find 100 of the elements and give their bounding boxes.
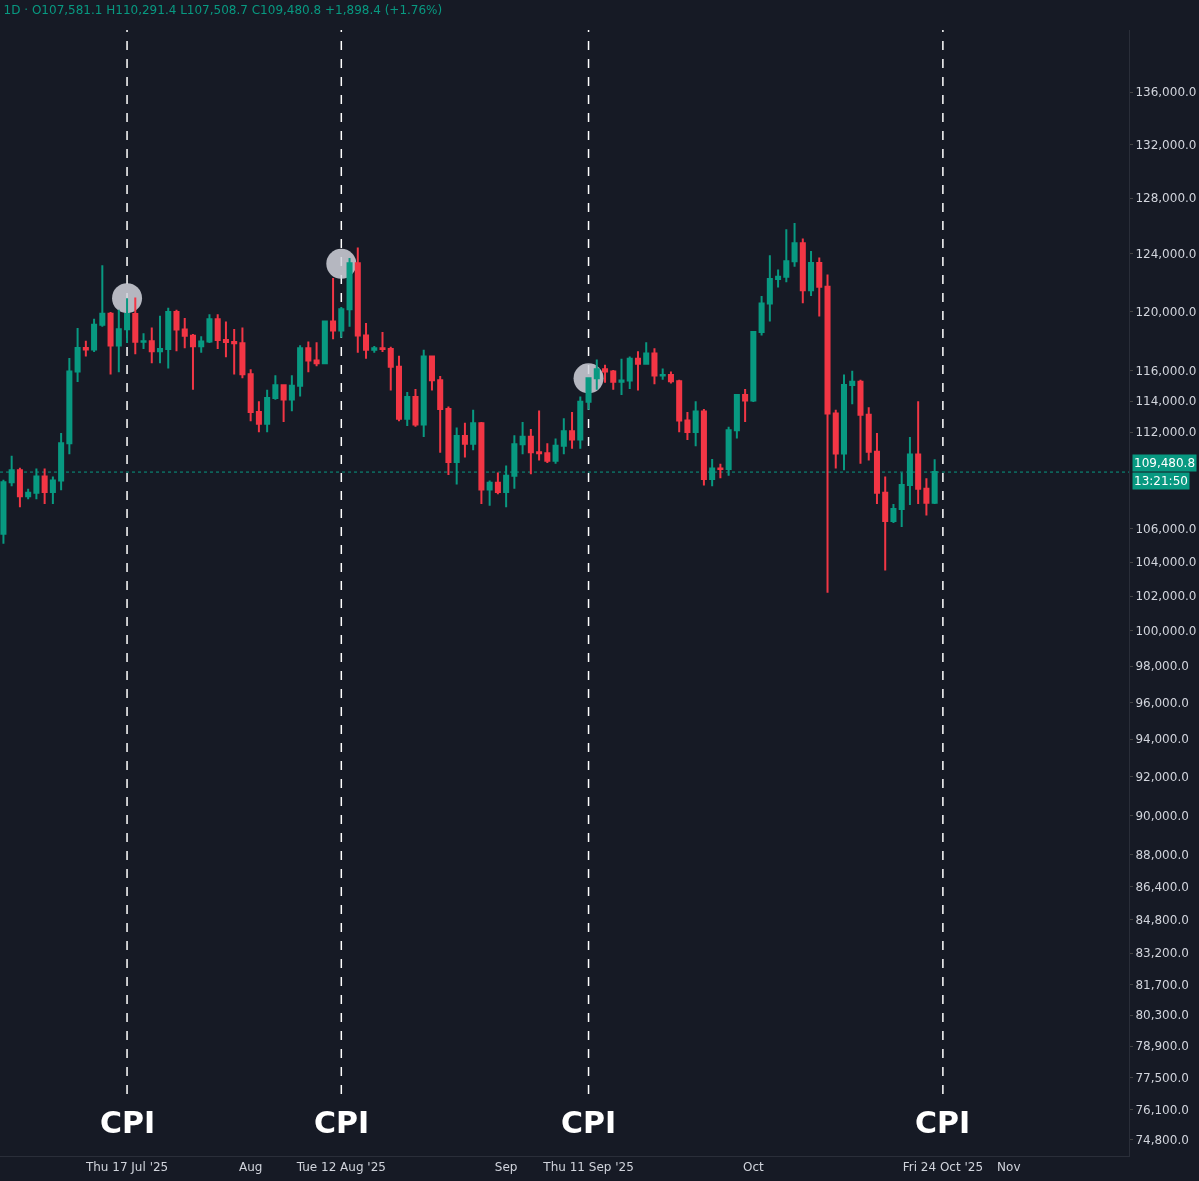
candlestick: [181, 316, 188, 350]
candlestick: [849, 369, 856, 406]
x-tick-label: Thu 11 Sep '25: [542, 1160, 634, 1175]
point: [112, 283, 143, 314]
candlestick: [544, 442, 551, 464]
candlestick: [91, 317, 98, 353]
candlestick: [338, 305, 345, 339]
candlestick: [445, 405, 452, 476]
candlestick: [470, 408, 477, 452]
candlestick: [560, 417, 567, 456]
candlestick: [156, 314, 164, 365]
candlestick: [189, 333, 196, 391]
x-tick-label: Aug: [238, 1160, 263, 1175]
candlestick: [873, 431, 880, 506]
y-tick-label: 94,000.0: [1135, 732, 1189, 747]
candlestick: [288, 374, 295, 413]
y-tick-label: 86,400.0: [1135, 880, 1189, 895]
candlestick: [82, 339, 89, 358]
candlestick: [882, 475, 889, 572]
candlestick: [25, 487, 32, 501]
candlestick: [16, 466, 23, 509]
candlestick: [115, 308, 122, 374]
y-tick-label: 124,000.0: [1135, 247, 1197, 262]
y-tick-label: 76,100.0: [1135, 1102, 1189, 1117]
ref-line-label: CPI: [561, 1105, 617, 1140]
candlestick: [206, 313, 213, 344]
candlestick: [585, 376, 592, 411]
candlestick: [775, 268, 782, 289]
candlestick: [280, 383, 287, 424]
candlestick: [750, 330, 757, 403]
candlestick: [255, 400, 262, 434]
candlestick: [140, 332, 147, 350]
y-tick-label: 132,000.0: [1135, 137, 1197, 152]
candlestick: [667, 370, 674, 385]
candlestick: [684, 410, 691, 442]
candlestick: [536, 409, 543, 462]
candlestick: [231, 327, 238, 376]
candlestick: [733, 393, 740, 440]
y-tick-label: 120,000.0: [1135, 304, 1197, 319]
y-tick-label: 116,000.0: [1135, 363, 1197, 378]
candlestick: [593, 358, 600, 391]
candlestick: [107, 311, 114, 376]
candlestick: [923, 477, 930, 517]
candlestick: [486, 479, 493, 507]
x-tick-label: Oct: [742, 1160, 765, 1175]
ref-line-label: CPI: [915, 1105, 971, 1140]
candlestick: [799, 237, 806, 305]
candlestick: [354, 246, 361, 354]
candlestick: [643, 341, 650, 366]
candlestick: [313, 341, 320, 368]
candlestick: [717, 462, 724, 480]
y-tick-label: 128,000.0: [1135, 191, 1197, 206]
candlestick: [766, 254, 773, 323]
x-tick-label: Nov: [997, 1160, 1021, 1175]
y-tick-label: 100,000.0: [1135, 623, 1197, 638]
candlestick: [247, 368, 254, 423]
candlestick: [165, 306, 172, 370]
candlestick: [577, 395, 584, 450]
y-tick-label: 77,500.0: [1135, 1070, 1189, 1085]
candlestick: [742, 387, 749, 424]
candlestick: [346, 257, 353, 328]
candlestick: [363, 322, 370, 360]
candlestick: [832, 408, 839, 470]
candlestick: [395, 354, 403, 423]
candlestick: [272, 374, 279, 401]
candlestick: [428, 354, 435, 392]
candlestick: [297, 344, 304, 398]
candlestick: [321, 320, 328, 365]
candlestick: [610, 368, 617, 391]
candlestick: [387, 345, 394, 392]
y-tick-label: 98,000.0: [1135, 659, 1189, 674]
candlestick: [379, 330, 386, 353]
y-tick-label: 88,000.0: [1135, 847, 1189, 862]
candlestick: [758, 295, 765, 337]
candlestick: [808, 250, 815, 298]
candlestick: [420, 348, 427, 438]
candlestick: [264, 388, 271, 434]
candlestick: [330, 277, 337, 341]
y-tick-label: 78,900.0: [1135, 1039, 1189, 1054]
candlestick: [700, 407, 707, 487]
y-tick-label: 92,000.0: [1135, 770, 1189, 785]
y-tick-label: 96,000.0: [1135, 695, 1189, 710]
candlestick: [99, 264, 106, 328]
candlestick: [132, 296, 139, 356]
y-tick-label: 106,000.0: [1135, 521, 1197, 536]
x-tick-label: Fri 24 Oct '25: [902, 1160, 984, 1175]
y-tick-label: 84,800.0: [1135, 912, 1189, 927]
candlestick: [626, 355, 633, 390]
candlestick: [404, 391, 411, 427]
y-tick-label: 74,800.0: [1135, 1132, 1189, 1147]
y-tick-label: 112,000.0: [1135, 425, 1197, 440]
text: 13:21:50: [1134, 474, 1188, 488]
candlestick: [915, 400, 922, 506]
ref-line-label: CPI: [100, 1105, 156, 1140]
chart-title: 1D · O107,581.1 H110,291.4 L107,508.7 C109,480.8 +1,898.4 (+1.76%): [3, 3, 443, 18]
candlestick: [198, 335, 205, 354]
candlestick: [461, 421, 468, 459]
y-tick-label: 102,000.0: [1135, 589, 1197, 604]
candlestick: [527, 428, 534, 476]
candlestick: [494, 471, 501, 496]
